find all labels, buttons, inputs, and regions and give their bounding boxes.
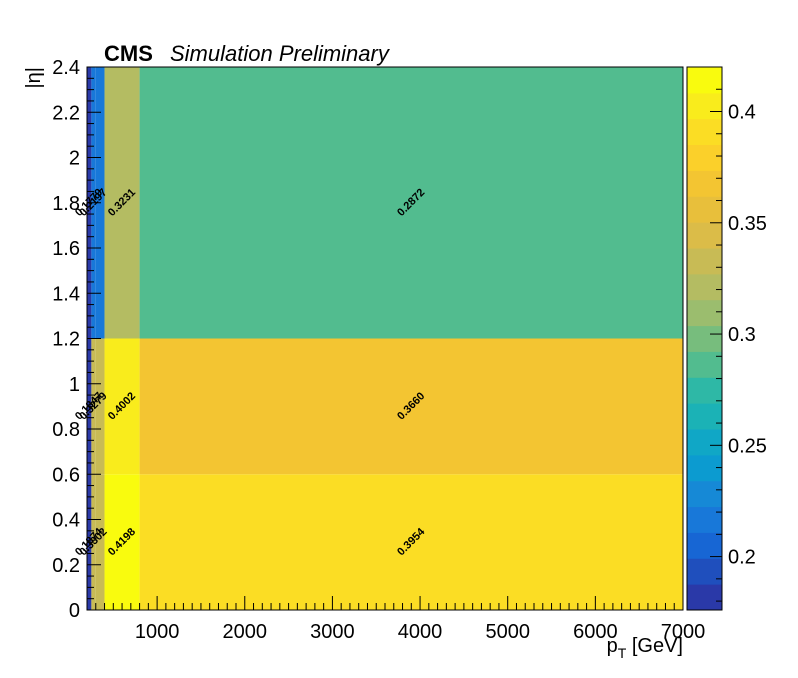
heatmap-cells [87,67,683,610]
color-scale-frame [686,66,723,611]
color-scale-swatch [687,377,722,404]
y-tick-label: 2.2 [52,102,80,124]
heatmap-cell [95,474,105,610]
x-tick-label: 1000 [135,621,180,643]
color-scale-bar [686,66,723,611]
z-tick-label: 0.2 [728,547,756,569]
heatmap-cell [139,67,683,339]
y-tick-label: 0.2 [52,555,80,577]
color-scale-swatch [687,299,722,327]
color-scale-swatch [687,532,722,559]
x-axis-title-main: p [607,635,618,657]
x-tick-label: 5000 [485,621,530,643]
color-scale-swatch [687,273,722,301]
y-tick-label: 2.4 [52,57,80,79]
z-tick-label: 0.3 [728,324,756,346]
heatmap-cell [104,338,140,475]
y-tick-label: 1.6 [52,238,80,260]
y-axis: 0 0.2 0.4 0.6 0.8 1 1.2 1.4 1.6 1.8 2 2.2 2.4 [52,57,101,622]
z-tick-label: 0.35 [728,213,767,235]
color-scale-swatch [687,170,722,197]
y-tick-label: 0.4 [52,510,80,532]
x-axis: 1000 2000 3000 4000 5000 6000 7000 [95,596,706,643]
color-scale-swatch [687,325,722,352]
color-scale-swatch [687,403,722,430]
color-scale-swatch [687,118,722,146]
heatmap-cell [139,474,683,610]
heatmap-cell [95,338,105,475]
x-axis-title: pT [GeV] [607,635,683,661]
color-scale-swatch [687,144,722,171]
color-scale-axis: 0.2 0.25 0.3 0.35 0.4 [710,66,767,602]
color-scale-swatch [687,480,722,508]
y-tick-label: 1.4 [52,283,80,305]
x-tick-label: 3000 [310,621,355,643]
x-tick-label: 2000 [223,621,268,643]
heatmap-cell [104,474,140,610]
color-scale-swatch [687,584,722,611]
x-tick-label: 4000 [398,621,443,643]
color-scale-swatch [687,506,722,533]
color-scale-swatch [687,92,722,120]
color-scale-swatch [687,222,722,249]
y-tick-label: 1.8 [52,193,80,215]
y-tick-label: 0 [69,600,80,622]
color-scale-swatch [687,429,722,456]
chart-title-cms: CMS [104,41,153,66]
chart-title-simulation: Simulation Preliminary [170,41,391,66]
y-tick-label: 2 [69,148,80,170]
y-tick-label: 1.2 [52,329,80,351]
z-tick-label: 0.4 [728,102,756,124]
z-tick-label: 0.25 [728,435,767,457]
y-tick-label: 1 [69,374,80,396]
x-tick-label: 6000 [573,621,618,643]
x-tick-label: 7000 [661,621,706,643]
x-axis-title-subscript: T [618,645,627,661]
heatmap-cell [139,338,683,475]
y-tick-label: 0.8 [52,419,80,441]
color-scale-swatch [687,558,722,585]
x-axis-title-unit: [GeV] [626,635,683,657]
color-scale-swatch [687,351,722,378]
heatmap-cell [104,67,140,339]
color-scale-swatch [687,248,722,275]
y-tick-label: 0.6 [52,464,80,486]
y-axis-title: |η| [23,67,45,89]
